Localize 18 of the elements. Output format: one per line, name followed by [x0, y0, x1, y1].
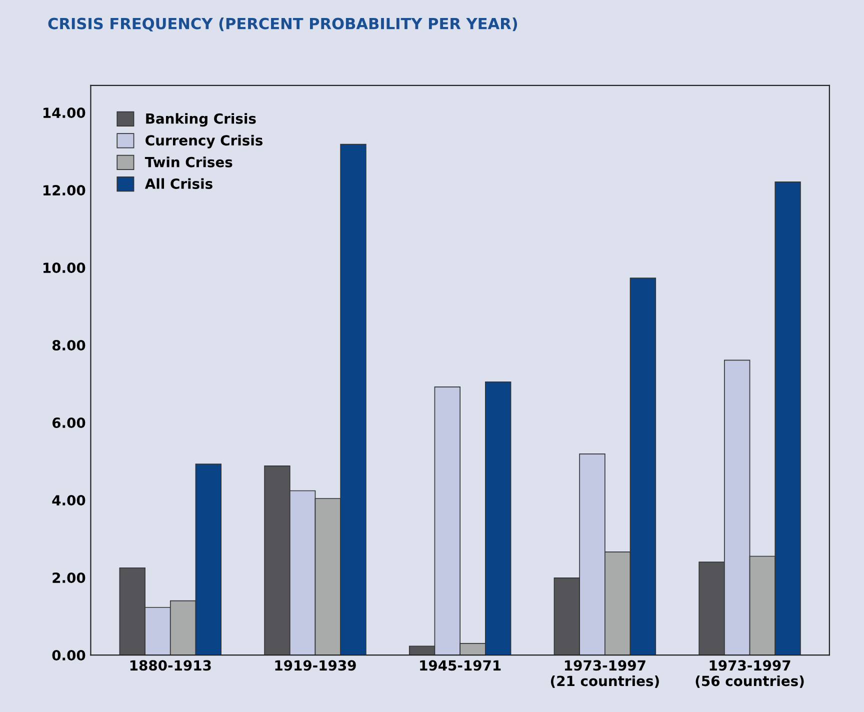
x-tick-label: 1880-1913: [130, 660, 211, 671]
x-tick-label: 1945-1971: [420, 660, 501, 671]
legend-label: Banking Crisis: [146, 113, 256, 127]
legend-label: Currency Crisis: [146, 134, 263, 148]
x-tick-label: 1973-1997 (21 countries): [550, 660, 659, 688]
y-tick-label: 10.00: [43, 262, 86, 274]
x-tick-label: 1919-1939: [275, 660, 356, 671]
y-tick-label: 14.00: [43, 108, 86, 118]
x-tick-label: 1973-1997 (56 countries): [696, 660, 804, 688]
legend-label: Twin Crises: [144, 156, 232, 168]
y-tick-label: 0.00: [52, 650, 86, 661]
y-tick-label: 6.00: [52, 418, 86, 428]
y-tick-label: 4.00: [52, 495, 86, 506]
legend-label: All Crisis: [144, 178, 212, 189]
y-tick-label: 8.00: [52, 340, 86, 351]
y-tick-label: 12.00: [43, 185, 86, 196]
y-tick-label: 2.00: [52, 572, 86, 584]
chart-title: CRISIS FREQUENCY (PERCENT PROBABILITY PER YEAR): [48, 18, 518, 32]
